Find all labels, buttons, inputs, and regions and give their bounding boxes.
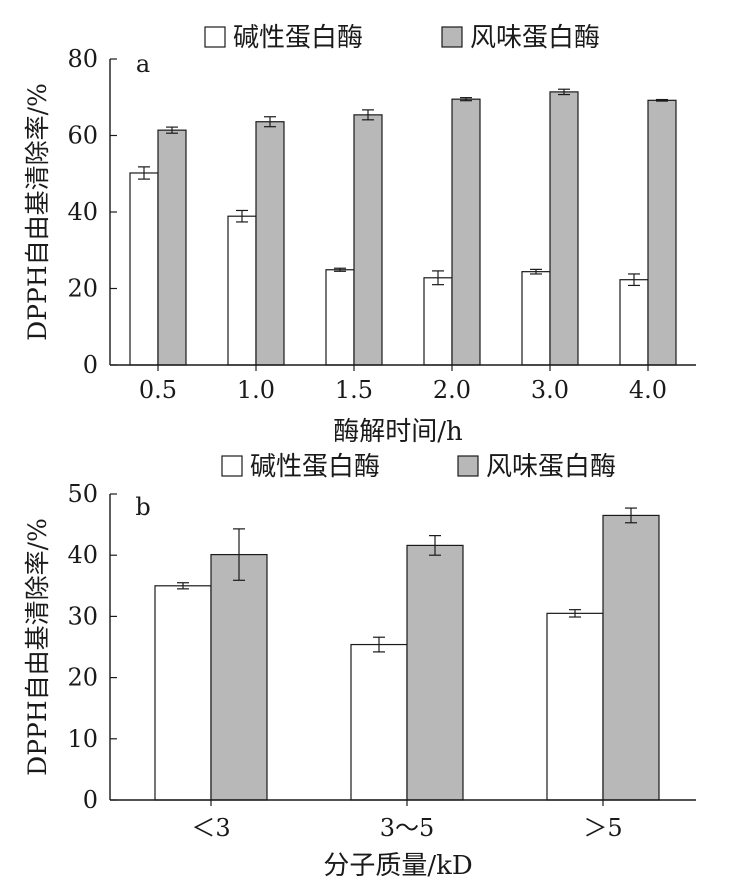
panel-label: b	[135, 493, 150, 521]
y-tick-label: 30	[67, 602, 98, 630]
x-axis-title: 分子质量/kD	[323, 851, 472, 881]
y-axis-title: DPPH自由基清除率/%	[23, 83, 52, 341]
bar	[406, 544, 464, 801]
legend-label: 风味蛋白酶	[486, 452, 616, 482]
bar	[602, 514, 660, 801]
x-tick-label: 4.0	[629, 376, 667, 404]
bar	[423, 277, 453, 366]
x-tick-label: 3.0	[531, 376, 569, 404]
x-tick-label: 2.0	[433, 376, 471, 404]
bar	[549, 91, 579, 366]
bar	[210, 553, 268, 801]
x-tick-label: 1.0	[237, 376, 275, 404]
panel-label: a	[136, 50, 150, 78]
bar	[619, 279, 649, 366]
x-tick-label: ＜3	[191, 814, 230, 842]
legend-label: 风味蛋白酶	[470, 23, 600, 53]
y-tick-label: 0	[83, 351, 98, 379]
chart-panel-b: 碱性蛋白酶 风味蛋白酶 ＜3 3～5 ＞5 0 10 20 30 40 50 b 分子质量/kD DPPH…	[23, 452, 696, 881]
bar	[157, 129, 187, 366]
bar	[546, 612, 604, 801]
y-tick-label: 80	[67, 45, 98, 73]
y-tick-label: 0	[83, 786, 98, 814]
legend-label: 碱性蛋白酶	[250, 452, 380, 482]
y-tick-label: 50	[67, 480, 98, 508]
x-tick-label: ＞5	[583, 814, 622, 842]
bar	[647, 99, 677, 366]
legend-label: 碱性蛋白酶	[233, 23, 363, 53]
x-tick-label: 1.5	[335, 376, 373, 404]
y-tick-label: 40	[67, 198, 98, 226]
bar	[521, 271, 551, 366]
bar	[227, 215, 257, 366]
bar	[255, 121, 285, 366]
legend-swatch	[221, 455, 243, 477]
legend-swatch	[441, 26, 463, 48]
y-tick-label: 60	[67, 122, 98, 150]
legend-swatch	[457, 455, 479, 477]
bar	[353, 114, 383, 366]
legend-swatch	[204, 26, 226, 48]
x-axis-title: 酶解时间/h	[333, 417, 463, 447]
bar	[451, 98, 481, 366]
bar	[129, 172, 159, 366]
bar	[154, 585, 212, 801]
x-tick-label: 0.5	[139, 376, 177, 404]
chart-panel-a: 碱性蛋白酶 风味蛋白酶 0.5 1.0 1.5 2.0 3.0 4.0 0 20 40 60 80 a 酶解…	[23, 23, 696, 447]
x-tick-label: 3～5	[380, 814, 435, 842]
y-tick-label: 10	[67, 725, 98, 753]
y-tick-label: 40	[67, 541, 98, 569]
bar	[350, 643, 408, 801]
y-tick-label: 20	[67, 664, 98, 692]
y-axis-title: DPPH自由基清除率/%	[23, 518, 52, 776]
bar	[325, 269, 355, 366]
y-tick-label: 20	[67, 275, 98, 303]
